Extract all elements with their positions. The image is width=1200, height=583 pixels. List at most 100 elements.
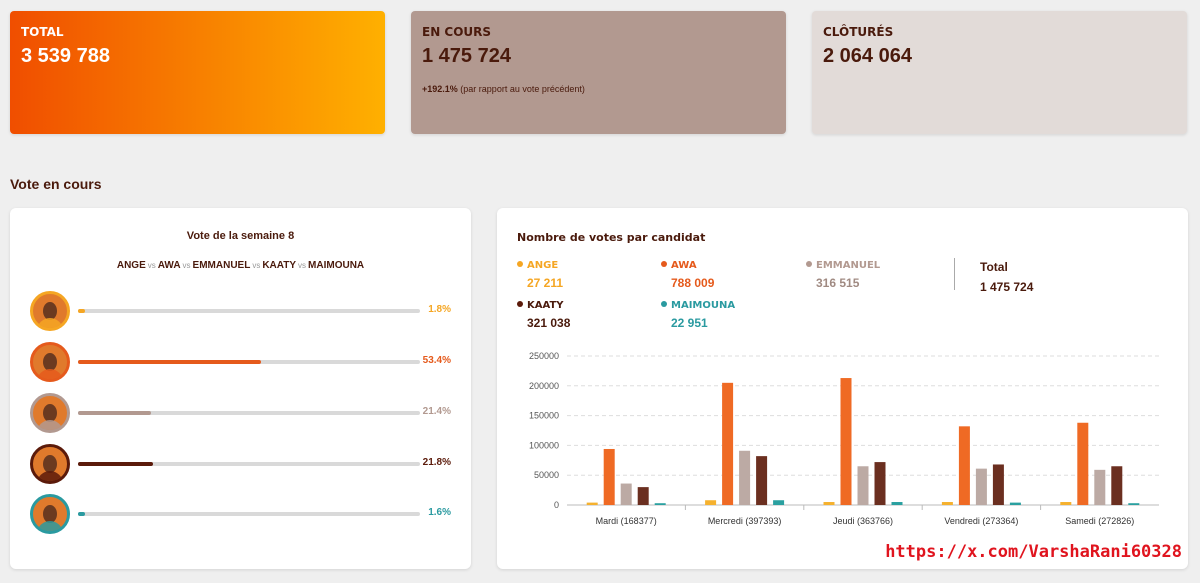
- progress-track: [78, 360, 420, 364]
- bar-maimouna: [654, 503, 666, 505]
- legend-name: KAATY: [527, 300, 564, 311]
- candidate-row: 21.4%: [30, 393, 455, 433]
- candidate-row: 21.8%: [30, 444, 455, 484]
- bar-ange: [941, 502, 953, 505]
- vs-label: vs: [147, 261, 156, 270]
- watermark: https://x.com/VarshaRani60328: [885, 542, 1182, 562]
- vs-label: vs: [252, 261, 261, 270]
- candidate-percent: 53.4%: [422, 355, 451, 366]
- stat-label: CLÔTURÉS: [823, 25, 894, 39]
- legend-dot: [661, 261, 667, 267]
- legend-value: 316 515: [816, 276, 860, 290]
- progress-fill: [78, 512, 85, 516]
- legend-dot: [661, 301, 667, 307]
- y-tick-label: 200000: [529, 381, 559, 391]
- bar-emmanuel: [739, 450, 751, 505]
- legend-dot: [517, 301, 523, 307]
- candidate-percent: 1.8%: [428, 304, 451, 315]
- weekly-vote-panel: Vote de la semaine 8 ANGE vs AWA vs EMMANUEL…: [10, 208, 471, 569]
- bar-maimouna: [1128, 503, 1140, 505]
- stat-value: 3 539 788: [21, 45, 110, 67]
- legend-dot: [806, 261, 812, 267]
- stat-card-en-cours: EN COURS 1 475 724 +192.1% (par rapport …: [411, 11, 786, 134]
- vs-label: vs: [298, 261, 307, 270]
- matchup-name: ANGE: [116, 260, 146, 271]
- progress-track: [78, 411, 420, 415]
- matchup-name: KAATY: [262, 260, 297, 271]
- bar-awa: [603, 448, 615, 505]
- delta-note: (par rapport au vote précédent): [460, 84, 585, 94]
- bar-maimouna: [891, 502, 903, 505]
- legend-name: ANGE: [527, 260, 559, 271]
- bar-maimouna: [1009, 502, 1021, 505]
- matchup-name: MAIMOUNA: [308, 260, 365, 271]
- y-tick-label: 50000: [534, 470, 559, 480]
- bar-emmanuel: [620, 483, 632, 505]
- avatar: [30, 494, 70, 534]
- legend-name: EMMANUEL: [816, 260, 881, 271]
- legend-name: MAIMOUNA: [671, 300, 736, 311]
- week-title: Vote de la semaine 8: [186, 230, 295, 242]
- matchup-name: AWA: [157, 260, 181, 271]
- avatar: [30, 342, 70, 382]
- stat-value: 2 064 064: [823, 45, 912, 67]
- candidate-percent: 21.8%: [422, 457, 451, 468]
- bar-kaaty: [992, 464, 1004, 505]
- bar-chart: 0 50000 100000 150000 200000 250000 Mardi (168…: [529, 351, 1159, 526]
- legend-total: Total 1 475 724: [980, 260, 1033, 294]
- legend-item: ANGE 27 211: [517, 260, 563, 290]
- vs-label: vs: [182, 261, 191, 270]
- bar-ange: [823, 502, 835, 505]
- bar-kaaty: [637, 487, 649, 505]
- matchup: ANGE vs AWA vs EMMANUEL vs KAATY vs MAIMOUNA: [10, 260, 471, 271]
- bar-kaaty: [1111, 466, 1123, 505]
- y-tick-label: 100000: [529, 440, 559, 450]
- progress-fill: [78, 411, 152, 415]
- legend-item: AWA 788 009: [661, 260, 714, 290]
- candidate-percent: 21.4%: [422, 406, 451, 417]
- progress-track: [78, 512, 420, 516]
- y-tick-label: 250000: [529, 351, 559, 361]
- bar-emmanuel: [857, 466, 869, 505]
- legend-divider: [954, 258, 955, 290]
- y-tick-label: 0: [554, 500, 559, 510]
- avatar: [30, 291, 70, 331]
- total-label: Total: [980, 260, 1008, 274]
- legend-value: 27 211: [527, 276, 564, 290]
- stat-card-clotures: CLÔTURÉS 2 064 064: [812, 11, 1187, 134]
- bar-emmanuel: [1094, 469, 1106, 505]
- legend-item: KAATY 321 038: [517, 300, 570, 330]
- stat-card-total: TOTAL 3 539 788: [10, 11, 385, 134]
- bar-emmanuel: [975, 468, 987, 505]
- legend-value: 788 009: [671, 276, 715, 290]
- bar-ange: [1060, 502, 1072, 505]
- x-tick-label: Mercredi (397393): [708, 516, 782, 526]
- x-tick-label: Vendredi (273364): [944, 516, 1018, 526]
- x-tick-label: Jeudi (363766): [833, 516, 893, 526]
- votes-chart-panel: Nombre de votes par candidat ANGE 27 211 A…: [497, 208, 1188, 569]
- candidate-percent: 1.6%: [428, 507, 451, 518]
- bar-awa: [840, 378, 852, 505]
- bar-ange: [705, 500, 717, 505]
- bar-awa: [722, 382, 734, 505]
- legend-item: MAIMOUNA 22 951: [661, 300, 735, 330]
- chart-title: Nombre de votes par candidat: [517, 231, 706, 244]
- matchup-name: EMMANUEL: [192, 260, 251, 271]
- section-title: Vote en cours: [10, 176, 102, 192]
- stat-delta: +192.1% (par rapport au vote précédent): [422, 84, 775, 94]
- bar-maimouna: [773, 500, 785, 505]
- x-tick-label: Mardi (168377): [596, 516, 657, 526]
- stat-value: 1 475 724: [422, 45, 511, 67]
- candidate-row: 1.6%: [30, 494, 455, 534]
- candidate-row: 1.8%: [30, 291, 455, 331]
- bar-kaaty: [756, 456, 768, 505]
- legend-value: 321 038: [527, 316, 571, 330]
- progress-track: [78, 462, 420, 466]
- progress-track: [78, 309, 420, 313]
- stat-label: TOTAL: [21, 25, 64, 39]
- avatar: [30, 444, 70, 484]
- progress-fill: [78, 462, 153, 466]
- bar-kaaty: [874, 462, 886, 505]
- x-tick-label: Samedi (272826): [1065, 516, 1134, 526]
- progress-fill: [78, 309, 85, 313]
